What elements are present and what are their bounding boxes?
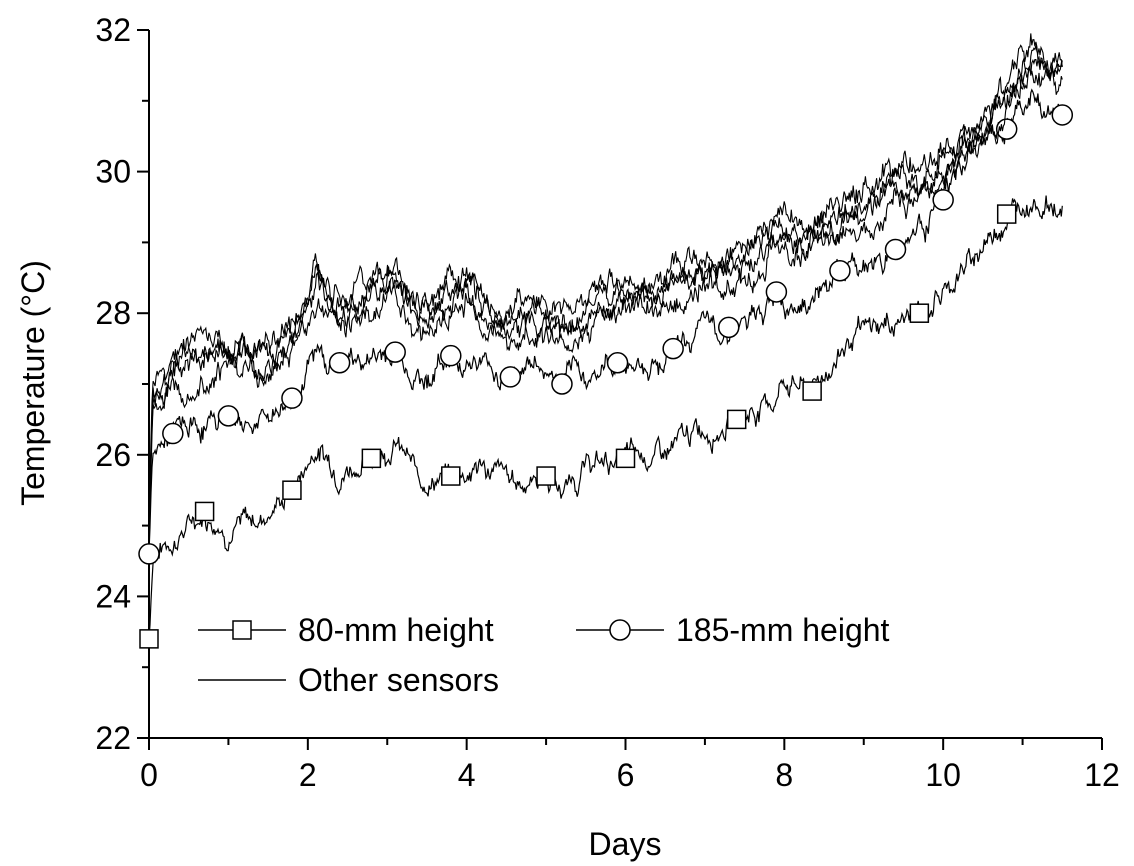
data-point-circle	[138, 543, 160, 565]
x-tick-label: 12	[1084, 757, 1120, 793]
data-point-circle	[281, 387, 303, 409]
legend-label: 80-mm height	[298, 612, 494, 648]
data-point-circle	[217, 405, 240, 427]
data-point-square	[996, 204, 1017, 224]
sensor-trace	[148, 61, 1063, 537]
series-other-sensors	[148, 33, 1063, 537]
legend-label: Other sensors	[298, 662, 499, 698]
data-point-square	[282, 480, 302, 500]
data-point-circle	[662, 337, 684, 360]
x-tick-label: 0	[140, 757, 158, 793]
legend-item: Other sensors	[198, 662, 499, 698]
y-tick-label: 24	[95, 578, 131, 614]
sensor-trace	[148, 33, 1063, 503]
data-point-square	[194, 501, 215, 522]
data-point-circle	[162, 422, 184, 445]
y-tick-label: 22	[95, 720, 131, 756]
series-line	[148, 195, 1063, 639]
legend: 80-mm height 185-mm height Other sensors	[198, 612, 890, 698]
data-point-circle	[932, 189, 954, 211]
data-point-circle	[551, 373, 573, 395]
x-tick-label: 4	[458, 757, 476, 793]
x-tick-label: 2	[299, 757, 317, 793]
y-axis-title: Temperature (°C)	[15, 260, 51, 506]
data-point-square	[361, 448, 382, 469]
data-point-circle	[440, 344, 462, 367]
legend-circle-marker	[609, 619, 631, 641]
data-point-circle	[1051, 104, 1074, 126]
y-tick-label: 32	[95, 12, 131, 48]
series-layer	[138, 33, 1074, 649]
series-80-mm-height	[139, 195, 1063, 649]
data-point-circle	[884, 238, 907, 261]
data-point-square	[441, 466, 461, 486]
data-point-circle	[995, 118, 1018, 140]
data-point-square	[615, 448, 636, 469]
data-point-square	[726, 409, 747, 430]
data-point-circle	[499, 366, 522, 388]
y-tick-label: 30	[95, 154, 131, 190]
legend-square-marker	[232, 620, 252, 640]
x-axis-title: Days	[589, 826, 662, 862]
x-tick-label: 8	[775, 757, 793, 793]
x-tick-label: 6	[617, 757, 635, 793]
data-point-square	[909, 303, 930, 323]
data-point-circle	[765, 281, 788, 303]
data-point-circle	[717, 316, 740, 339]
data-point-square	[139, 629, 159, 649]
y-tick-label: 26	[95, 437, 131, 473]
legend-item: 80-mm height	[198, 612, 494, 648]
data-point-square	[536, 466, 556, 486]
legend-label: 185-mm height	[676, 612, 890, 648]
data-point-circle	[384, 341, 406, 363]
legend-item: 185-mm height	[576, 612, 890, 648]
x-tick-label: 10	[925, 757, 961, 793]
sensor-trace	[148, 45, 1063, 522]
sensor-trace	[148, 55, 1063, 526]
series-185-mm-height	[138, 88, 1074, 565]
y-tick-label: 28	[95, 295, 131, 331]
data-point-circle	[606, 352, 629, 374]
data-point-square	[802, 381, 822, 401]
data-point-circle	[829, 259, 851, 282]
data-point-circle	[328, 352, 351, 374]
